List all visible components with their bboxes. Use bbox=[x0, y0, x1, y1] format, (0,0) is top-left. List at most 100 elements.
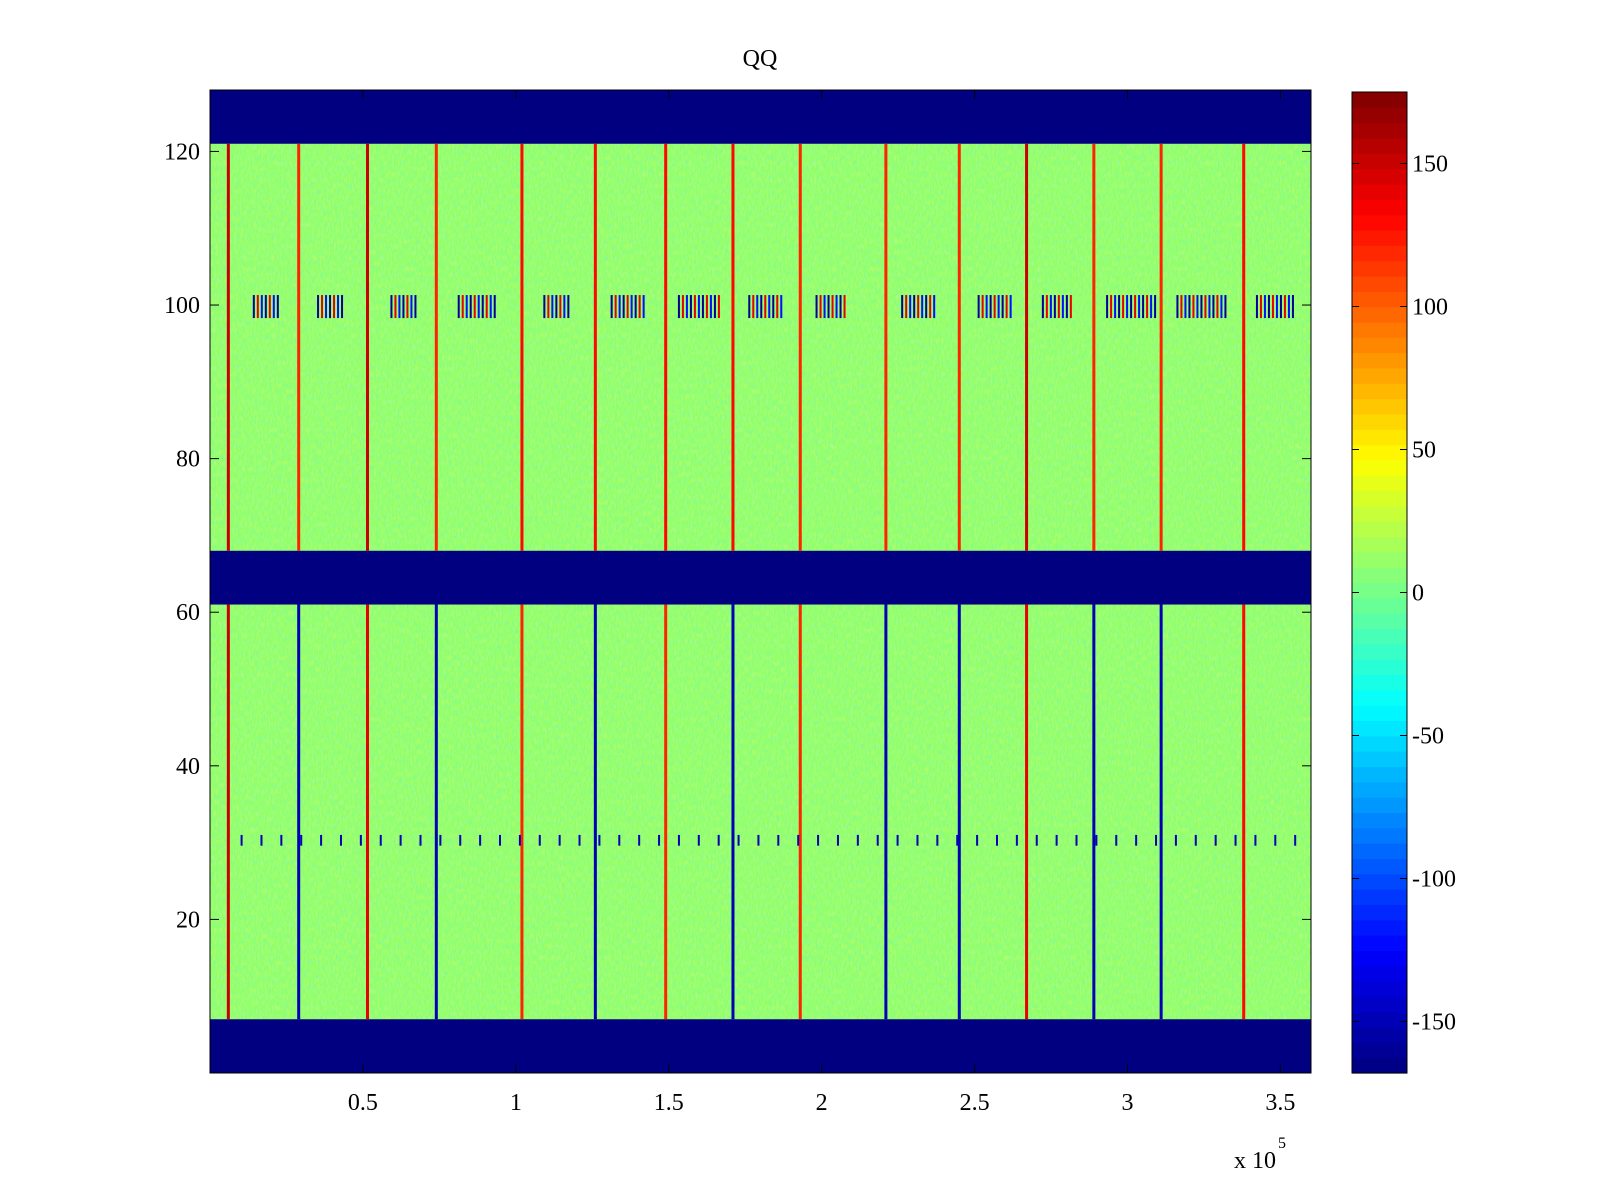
colorbar-step bbox=[1352, 306, 1407, 323]
vertical-line-6-1 bbox=[664, 143, 668, 551]
burst-tick bbox=[823, 295, 826, 319]
row-burst-11 bbox=[1041, 295, 1072, 319]
burst-tick bbox=[748, 295, 751, 319]
burst-tick bbox=[1220, 295, 1223, 319]
row-marker bbox=[1234, 834, 1237, 846]
vertical-line-5-0 bbox=[593, 604, 597, 1020]
burst-tick bbox=[993, 295, 996, 319]
burst-tick bbox=[1255, 295, 1258, 319]
burst-tick bbox=[329, 295, 332, 319]
row-burst-10 bbox=[977, 295, 1012, 319]
row-marker bbox=[1174, 834, 1177, 846]
colorbar-step bbox=[1352, 1011, 1407, 1028]
burst-tick bbox=[917, 295, 920, 319]
colorbar-step bbox=[1352, 628, 1407, 645]
burst-tick bbox=[567, 295, 570, 319]
burst-tick bbox=[760, 295, 763, 319]
burst-tick bbox=[1146, 295, 1149, 319]
burst-tick bbox=[481, 295, 484, 319]
colorbar-step bbox=[1352, 199, 1407, 216]
colorbar-step bbox=[1352, 383, 1407, 400]
colorbar-step bbox=[1352, 229, 1407, 246]
burst-tick bbox=[465, 295, 468, 319]
colorbar-step bbox=[1352, 490, 1407, 507]
row-marker bbox=[896, 834, 899, 846]
burst-tick bbox=[1176, 295, 1179, 319]
burst-tick bbox=[630, 295, 633, 319]
burst-tick bbox=[921, 295, 924, 319]
colorbar-step bbox=[1352, 751, 1407, 768]
heatmap-marks bbox=[210, 90, 1311, 1073]
burst-tick bbox=[1118, 295, 1121, 319]
colorbar-tick-label: -50 bbox=[1412, 724, 1444, 750]
burst-tick bbox=[406, 295, 409, 319]
row-burst-1 bbox=[317, 295, 344, 319]
burst-tick bbox=[843, 295, 846, 319]
burst-tick bbox=[1263, 295, 1266, 319]
colorbar bbox=[1352, 92, 1407, 1074]
burst-tick bbox=[705, 295, 708, 319]
colorbar-step bbox=[1352, 321, 1407, 338]
colorbar-step bbox=[1352, 904, 1407, 921]
colorbar-step bbox=[1352, 505, 1407, 522]
burst-tick bbox=[681, 295, 684, 319]
burst-tick bbox=[1138, 295, 1141, 319]
row-marker bbox=[518, 834, 521, 846]
row-marker bbox=[1095, 834, 1098, 846]
colorbar-step bbox=[1352, 797, 1407, 814]
row-marker bbox=[658, 834, 661, 846]
burst-tick bbox=[333, 295, 336, 319]
burst-tick bbox=[1291, 295, 1294, 319]
vertical-line-13-0 bbox=[1159, 604, 1163, 1020]
y-tick-label: 40 bbox=[176, 754, 200, 780]
y-tick-label: 80 bbox=[176, 447, 200, 473]
burst-tick bbox=[260, 295, 263, 319]
row-marker bbox=[578, 834, 581, 846]
burst-tick bbox=[1130, 295, 1133, 319]
colorbar-step bbox=[1352, 766, 1407, 783]
burst-tick bbox=[1041, 295, 1044, 319]
row-burst-8 bbox=[815, 295, 846, 319]
row-marker bbox=[260, 834, 263, 846]
burst-tick bbox=[276, 295, 279, 319]
x-exponent-power: 5 bbox=[1278, 1135, 1286, 1152]
row-marker bbox=[995, 834, 998, 846]
row-marker bbox=[757, 834, 760, 846]
vertical-line-0-1 bbox=[226, 143, 230, 551]
row-burst-9 bbox=[901, 295, 936, 319]
row-marker bbox=[737, 834, 740, 846]
row-marker bbox=[320, 834, 323, 846]
vertical-line-0-0 bbox=[226, 604, 230, 1020]
burst-tick bbox=[677, 295, 680, 319]
x-tick-label: 0.5 bbox=[348, 1090, 378, 1116]
colorbar-step bbox=[1352, 107, 1407, 124]
colorbar-step bbox=[1352, 168, 1407, 185]
burst-tick bbox=[1200, 295, 1203, 319]
vertical-line-13-1 bbox=[1159, 143, 1163, 551]
burst-tick bbox=[1279, 295, 1282, 319]
row-marker bbox=[976, 834, 979, 846]
row-burst-6 bbox=[677, 295, 720, 319]
burst-tick bbox=[1196, 295, 1199, 319]
row-burst-3 bbox=[457, 295, 496, 319]
y-tick-label: 100 bbox=[164, 293, 200, 319]
row-marker bbox=[697, 834, 700, 846]
colorbar-step bbox=[1352, 429, 1407, 446]
burst-tick bbox=[1180, 295, 1183, 319]
x-exponent-label: x 10 bbox=[1234, 1148, 1276, 1174]
burst-tick bbox=[402, 295, 405, 319]
vertical-line-10-1 bbox=[957, 143, 961, 551]
vertical-line-12-0 bbox=[1092, 604, 1096, 1020]
burst-tick bbox=[701, 295, 704, 319]
row-marker bbox=[817, 834, 820, 846]
row-marker bbox=[1135, 834, 1138, 846]
vertical-line-1-1 bbox=[297, 143, 301, 551]
vertical-line-2-0 bbox=[366, 604, 370, 1020]
burst-tick bbox=[252, 295, 255, 319]
burst-tick bbox=[1142, 295, 1145, 319]
burst-tick bbox=[776, 295, 779, 319]
burst-tick bbox=[1216, 295, 1219, 319]
colorbar-step bbox=[1352, 643, 1407, 660]
row-30-markers bbox=[240, 834, 1297, 846]
row-marker bbox=[1194, 834, 1197, 846]
